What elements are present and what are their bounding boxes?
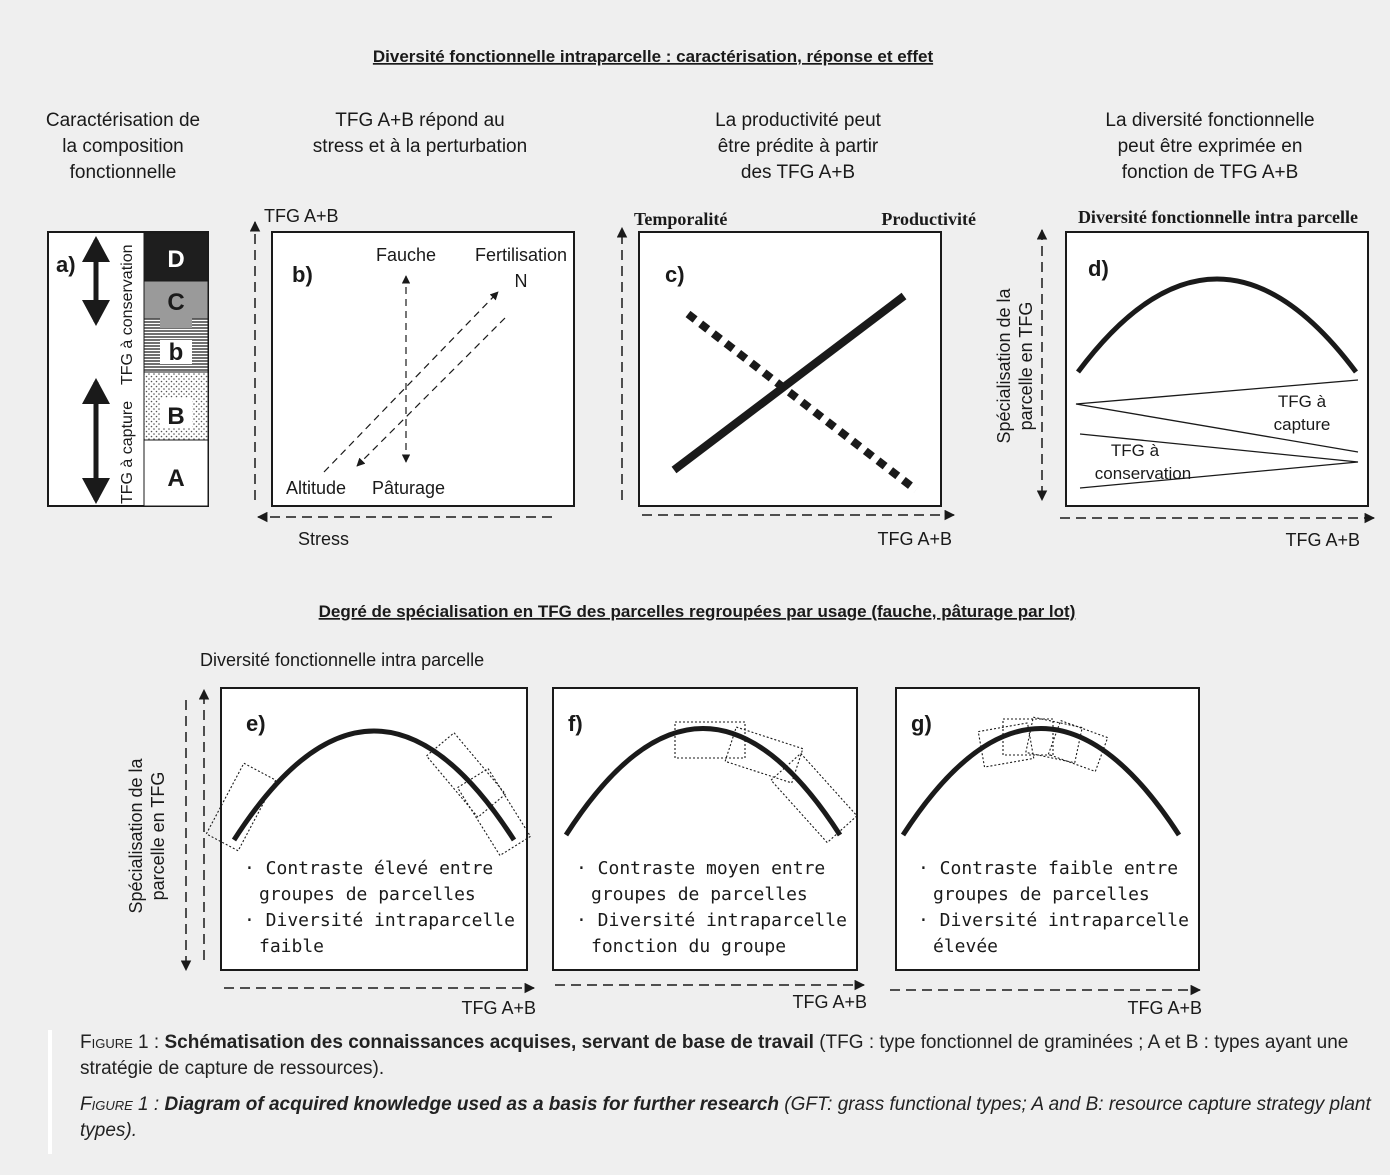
- panel-f-label: f): [568, 711, 583, 736]
- panel-f-arc: [563, 726, 843, 837]
- panel-f-line4: fonction du groupe: [591, 936, 786, 957]
- fertilisation-n-label: N: [515, 271, 528, 291]
- header-d-line3: fonction de TFG A+B: [1122, 162, 1299, 183]
- conservation-label-d-2: conservation: [1095, 464, 1191, 483]
- caption-fr-rest: (TFG : type fonctionnel de graminées ; A…: [80, 1032, 1349, 1079]
- panel-f-x-axis: TFG A+B: [792, 992, 867, 1012]
- panel-d-y-axis-line1: Spécialisation de la: [994, 287, 1014, 443]
- panel-d-x-axis: TFG A+B: [1285, 530, 1360, 550]
- figure-caption: Figure 1 : Schématisation des connaissan…: [48, 1030, 1390, 1154]
- panel-e: e) · Contraste élevé entre groupes de pa…: [205, 687, 536, 1018]
- header-d-line1: La diversité fonctionnelle: [1105, 110, 1314, 131]
- caption-french: Figure 1 : Schématisation des connaissan…: [80, 1030, 1390, 1082]
- header-c-line1: La productivité peut: [715, 110, 882, 131]
- panel-e-line4: faible: [259, 936, 324, 957]
- header-c-line3: des TFG A+B: [741, 162, 855, 183]
- letter-b: b: [169, 339, 184, 366]
- header-d-line2: peut être exprimée en: [1118, 136, 1303, 157]
- panel-b-y-axis: TFG A+B: [264, 206, 339, 226]
- conservation-wedge: [1079, 433, 1359, 489]
- altitude-label: Altitude: [286, 478, 346, 498]
- header-a-line1: Caractérisation de: [46, 110, 200, 131]
- capture-label-d-2: capture: [1274, 415, 1331, 434]
- temporalite-label: Temporalité: [634, 209, 727, 229]
- panel-f-line1: · Contraste moyen entre: [576, 858, 825, 879]
- panel-d-top-label: Diversité fonctionnelle intra parcelle: [1078, 207, 1358, 227]
- header-b-line1: TFG A+B répond au: [335, 110, 505, 131]
- caption-fr-bold: Schématisation des connaissances acquise…: [164, 1032, 814, 1053]
- top-title: Diversité fonctionnelle intraparcelle : …: [373, 47, 934, 66]
- panel-d-label: d): [1088, 256, 1109, 281]
- productivity-line: [671, 292, 907, 474]
- capture-label: TFG à capture: [119, 401, 136, 504]
- bottom-top-label: Diversité fonctionnelle intra parcelle: [200, 650, 484, 670]
- panel-g: g) · Contraste faible entre groupes de p…: [890, 687, 1202, 1018]
- panel-a: D C b B A a) TFG à conservation TFG à ca…: [47, 231, 209, 507]
- panel-g-label: g): [911, 711, 932, 736]
- temporality-line: [685, 310, 919, 494]
- productivite-label: Productivité: [881, 209, 976, 229]
- panel-f: f) · Contraste moyen entre groupes de pa…: [552, 687, 867, 1012]
- caption-english: Figure 1 : Diagram of acquired knowledge…: [80, 1092, 1390, 1144]
- panel-g-line3: · Diversité intraparcelle: [918, 910, 1189, 931]
- panel-g-x-axis: TFG A+B: [1127, 998, 1202, 1018]
- panel-b: TFG A+B Stress b) Fauche Fertilisation N…: [249, 206, 575, 549]
- panel-a-label: a): [56, 252, 76, 277]
- caption-en-rest: (GFT: grass functional types; A and B: r…: [80, 1094, 1371, 1141]
- panel-e-arc: [231, 728, 517, 842]
- header-a-line2: la composition: [62, 136, 183, 157]
- panel-c-x-axis: TFG A+B: [877, 529, 952, 549]
- caption-fr-prefix: Figure 1 :: [80, 1032, 165, 1053]
- fauche-label: Fauche: [376, 245, 436, 265]
- conservation-label: TFG à conservation: [119, 245, 136, 386]
- bottom-y-axis-line1: Spécialisation de la: [126, 757, 146, 913]
- header-c-line2: être prédite à partir: [718, 136, 879, 157]
- segment-A: [143, 439, 209, 507]
- panel-d: Diversité fonctionnelle intra parcelle S…: [994, 207, 1376, 550]
- bottom-y-axis-line2: parcelle en TFG: [148, 772, 168, 901]
- panel-e-line3: · Diversité intraparcelle: [244, 910, 515, 931]
- letter-C: C: [167, 289, 184, 316]
- panel-c: Temporalité Productivité c) TFG A+B: [616, 209, 976, 549]
- capture-wedge: [1075, 379, 1359, 453]
- paturage-label: Pâturage: [372, 478, 445, 498]
- panel-g-line2: groupes de parcelles: [933, 884, 1150, 905]
- panel-d-arc: [1075, 276, 1359, 374]
- fertilisation-label: Fertilisation: [475, 245, 567, 265]
- panel-g-line4: élevée: [933, 936, 998, 957]
- panel-e-line2: groupes de parcelles: [259, 884, 476, 905]
- header-a-line3: fonctionnelle: [70, 162, 177, 183]
- panel-e-label: e): [246, 711, 266, 736]
- caption-en-bold: Diagram of acquired knowledge used as a …: [164, 1094, 779, 1115]
- bottom-title: Degré de spécialisation en TFG des parce…: [319, 602, 1076, 621]
- segment-D: [143, 232, 209, 282]
- panel-e-x-axis: TFG A+B: [461, 998, 536, 1018]
- letter-D: D: [167, 246, 184, 273]
- panel-c-label: c): [665, 262, 685, 287]
- letter-A: A: [167, 465, 184, 492]
- header-b-line2: stress et à la perturbation: [313, 136, 527, 157]
- panel-b-label: b): [292, 262, 313, 287]
- panel-d-y-axis-line2: parcelle en TFG: [1016, 302, 1036, 431]
- panel-g-line1: · Contraste faible entre: [918, 858, 1178, 879]
- letter-B: B: [167, 403, 184, 430]
- panel-e-line1: · Contraste élevé entre: [244, 858, 493, 879]
- panel-f-line2: groupes de parcelles: [591, 884, 808, 905]
- panel-b-x-axis: Stress: [298, 529, 349, 549]
- capture-label-d-1: TFG à: [1278, 392, 1327, 411]
- caption-en-prefix: Figure 1 :: [80, 1094, 165, 1115]
- panel-g-arc: [900, 726, 1182, 837]
- panel-f-line3: · Diversité intraparcelle: [576, 910, 847, 931]
- conservation-label-d-1: TFG à: [1111, 441, 1160, 460]
- segment-C: [143, 280, 209, 320]
